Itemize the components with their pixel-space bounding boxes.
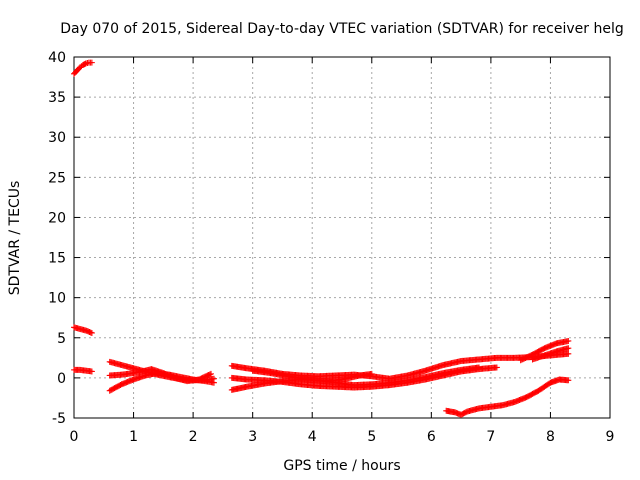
data-point bbox=[210, 379, 217, 386]
x-tick-label: 9 bbox=[606, 429, 615, 445]
data-point bbox=[565, 377, 572, 384]
series-arc-6 bbox=[106, 366, 214, 385]
data-point bbox=[565, 345, 572, 352]
y-tick-label: 35 bbox=[48, 90, 66, 106]
x-tick-label: 8 bbox=[546, 429, 555, 445]
series-arc-11 bbox=[517, 337, 572, 364]
x-tick-label: 1 bbox=[129, 429, 138, 445]
y-tick-label: 10 bbox=[48, 291, 66, 307]
x-tick-label: 2 bbox=[189, 429, 198, 445]
data-point bbox=[206, 371, 213, 378]
data-point bbox=[88, 368, 95, 375]
series-arc-13 bbox=[443, 376, 572, 418]
series-arc-10 bbox=[249, 367, 375, 385]
x-tick-label: 7 bbox=[486, 429, 495, 445]
y-axis-label: SDTVAR / TECUs bbox=[7, 181, 23, 296]
y-tick-label: 30 bbox=[48, 130, 66, 146]
x-tick-label: 6 bbox=[427, 429, 436, 445]
data-point bbox=[475, 364, 482, 371]
series-arc-12 bbox=[529, 345, 572, 363]
x-axis-label: GPS time / hours bbox=[283, 458, 400, 474]
plot-frame bbox=[73, 56, 611, 419]
x-tick-label: 5 bbox=[367, 429, 376, 445]
data-point bbox=[565, 350, 572, 357]
y-tick-label: 20 bbox=[48, 210, 66, 226]
series-arc-1 bbox=[71, 59, 95, 77]
x-tick-label: 4 bbox=[308, 429, 317, 445]
data-point bbox=[368, 370, 375, 377]
y-tick-label: 15 bbox=[48, 251, 66, 267]
data-point bbox=[565, 337, 572, 344]
data-series bbox=[71, 59, 572, 418]
data-point bbox=[493, 364, 500, 371]
y-tick-label: 5 bbox=[57, 331, 66, 347]
data-point bbox=[88, 329, 95, 336]
y-tick-label: -5 bbox=[52, 411, 66, 427]
series-arc-3 bbox=[71, 366, 95, 375]
y-tick-label: 40 bbox=[48, 50, 66, 66]
series-arc-2 bbox=[71, 324, 95, 336]
grid-lines bbox=[74, 57, 610, 418]
y-tick-label: 0 bbox=[57, 371, 66, 387]
chart-title: Day 070 of 2015, Sidereal Day-to-day VTE… bbox=[60, 21, 623, 37]
x-tick-label: 3 bbox=[248, 429, 257, 445]
x-tick-label: 0 bbox=[70, 429, 79, 445]
data-point bbox=[88, 59, 95, 66]
data-point bbox=[207, 370, 214, 377]
y-tick-label: 25 bbox=[48, 170, 66, 186]
